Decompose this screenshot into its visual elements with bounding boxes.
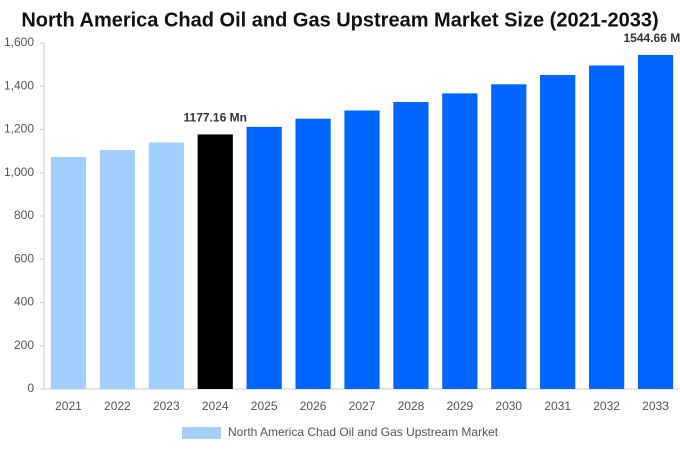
x-tick-label: 2028	[398, 399, 425, 413]
x-tick-label: 2021	[55, 399, 82, 413]
bar	[295, 118, 331, 389]
y-tick-label: 600	[14, 251, 34, 265]
y-tick-label: 200	[14, 338, 34, 352]
bar	[589, 65, 625, 390]
bar	[540, 75, 576, 389]
x-tick-label: 2023	[153, 399, 180, 413]
legend-label: North America Chad Oil and Gas Upstream …	[228, 425, 499, 439]
x-tick-label: 2027	[349, 399, 376, 413]
x-tick-label: 2029	[446, 399, 473, 413]
x-tick-label: 2022	[104, 399, 131, 413]
bar	[491, 84, 527, 390]
legend-swatch	[182, 427, 221, 439]
chart-title: North America Chad Oil and Gas Upstream …	[21, 9, 658, 31]
bar	[442, 93, 478, 389]
y-tick-label: 1,400	[4, 78, 34, 92]
bar	[637, 54, 674, 389]
y-tick-label: 1,200	[4, 122, 34, 136]
bar	[197, 134, 233, 389]
y-tick-label: 1,600	[4, 35, 34, 49]
bar	[50, 156, 87, 389]
x-tick-label: 2025	[251, 399, 278, 413]
bar	[344, 110, 380, 389]
value-label: 1544.66 Mn	[624, 31, 680, 45]
y-tick-label: 800	[14, 208, 34, 222]
x-tick-label: 2024	[202, 399, 229, 413]
bar	[99, 150, 135, 389]
y-tick-label: 1,000	[4, 165, 34, 179]
x-tick-label: 2031	[544, 399, 571, 413]
x-tick-label: 2030	[495, 399, 522, 413]
bar	[148, 142, 184, 389]
y-tick-label: 400	[14, 295, 34, 309]
y-tick-label: 0	[27, 381, 34, 395]
x-tick-label: 2026	[300, 399, 327, 413]
x-tick-label: 2033	[642, 399, 669, 413]
bar	[393, 102, 429, 389]
value-label: 1177.16 Mn	[184, 111, 247, 125]
bar	[246, 126, 282, 389]
x-tick-label: 2032	[593, 399, 620, 413]
